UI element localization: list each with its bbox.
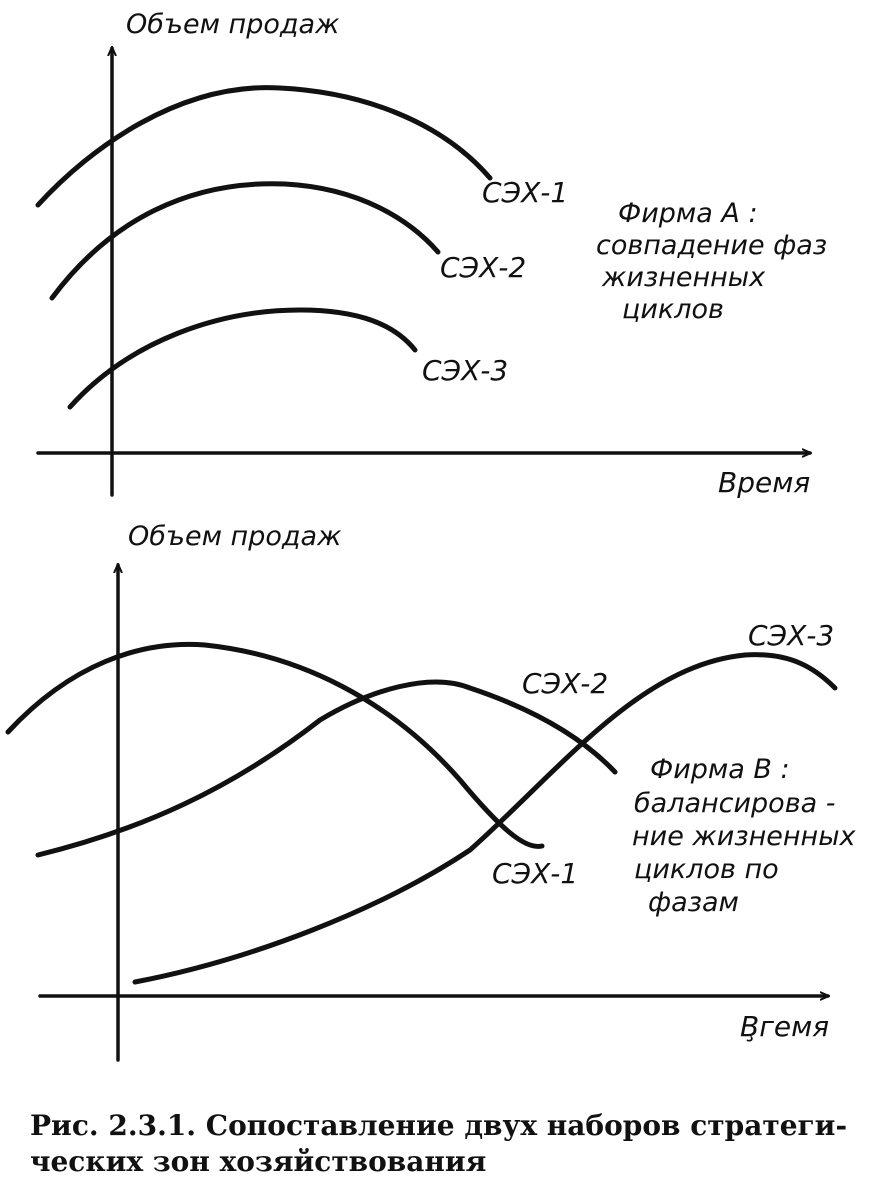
firm-a-diagram: Объем продаж Время СЭХ-1 СЭХ-2 СЭХ-3 Фир… (35, 9, 827, 499)
firm-b-label-sekh-3: СЭХ-3 (748, 619, 834, 652)
firm-b-note-line: циклов по (634, 854, 779, 885)
firm-a-label-sekh-1: СЭХ-1 (482, 176, 568, 209)
firm-a-curve-sekh-2 (49, 181, 441, 301)
firm-b-note: Фирма В : балансирова - ние жизненных ци… (632, 754, 857, 918)
figure-caption: Рис. 2.3.1. Сопоставление двух наборов с… (30, 1108, 870, 1180)
firm-a-x-axis-label: Время (718, 466, 810, 499)
firm-b-diagram: Объем продаж В̧гемя СЭХ-1 СЭХ-2 СЭХ-3 Фи… (5, 521, 857, 1062)
firm-a-note-line: циклов (622, 294, 724, 325)
firm-a-curve-sekh-3 (67, 307, 418, 410)
caption-line-1: Рис. 2.3.1. Сопоставление двух наборов с… (30, 1109, 848, 1142)
firm-a-label-sekh-3: СЭХ-3 (422, 354, 508, 387)
firm-b-curve-sekh-1 (5, 641, 545, 849)
firm-b-curve-sekh-2 (35, 679, 618, 858)
firm-b-note-line: Фирма В : (650, 754, 790, 785)
firm-a-y-axis-label: Объем продаж (126, 9, 340, 40)
firm-a-note-line: Фирма А : (618, 198, 758, 229)
firm-b-note-line: балансирова - (634, 788, 836, 819)
firm-a-label-sekh-2: СЭХ-2 (440, 251, 526, 284)
firm-b-x-axis-label: В̧гемя (740, 1010, 829, 1043)
diagram-figure: Объем продаж Время СЭХ-1 СЭХ-2 СЭХ-3 Фир… (5, 9, 857, 1062)
firm-a-note-line: совпадение фаз (596, 230, 827, 261)
firm-b-y-axis-label: Объем продаж (128, 521, 342, 552)
firm-b-label-sekh-2: СЭХ-2 (522, 667, 608, 700)
firm-b-curve-sekh-3 (132, 652, 838, 985)
firm-a-note-line: жизненных (601, 262, 766, 293)
firm-b-label-sekh-1: СЭХ-1 (492, 857, 578, 890)
firm-a-note: Фирма А : совпадение фаз жизненных цикло… (596, 198, 827, 325)
firm-b-note-line: фазам (648, 887, 739, 918)
firm-a-curve-sekh-1 (35, 85, 493, 208)
caption-line-2: ческих зон хозяйствования (30, 1145, 487, 1178)
firm-b-note-line: ние жизненных (632, 821, 857, 852)
